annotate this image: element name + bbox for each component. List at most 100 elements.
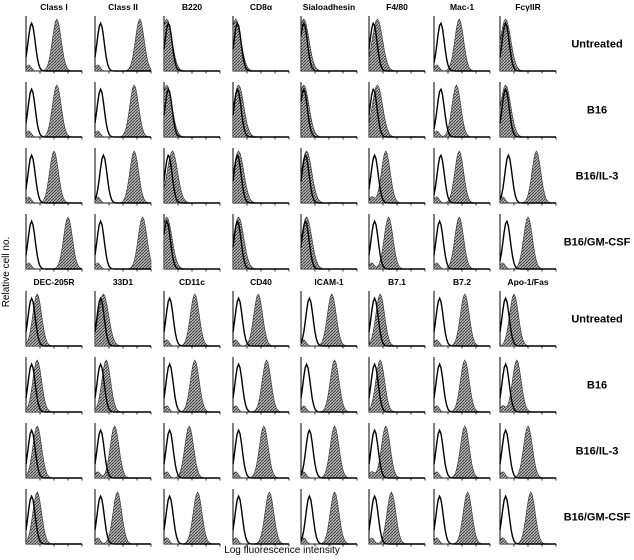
marker-label: B7.1 bbox=[388, 277, 406, 287]
filled-histogram bbox=[300, 491, 357, 545]
histogram-cell bbox=[300, 423, 358, 481]
control-histogram bbox=[300, 296, 357, 347]
histogram-cell bbox=[94, 82, 152, 140]
filled-histogram bbox=[163, 491, 220, 545]
filled-histogram bbox=[433, 359, 490, 413]
panel-top: Class I Class II B220 CD8α Sialoadhesin F4/80… bbox=[25, 2, 631, 272]
control-histogram bbox=[368, 428, 425, 479]
histogram-cell bbox=[433, 489, 491, 547]
filled-histogram bbox=[300, 18, 357, 72]
control-histogram bbox=[368, 296, 425, 347]
panel-bottom: DEC-205R 33D1 CD11c CD40 ICAM-1 B7.1 B7.2 Apo-1… bbox=[25, 277, 631, 547]
control-histogram bbox=[499, 362, 556, 413]
control-histogram bbox=[25, 21, 82, 72]
control-histogram bbox=[300, 494, 357, 545]
histogram-cell bbox=[433, 214, 491, 272]
control-histogram bbox=[499, 153, 556, 204]
histogram-cell bbox=[300, 214, 358, 272]
histogram-cell bbox=[232, 489, 290, 547]
histogram-cell bbox=[368, 291, 426, 349]
marker-label: DEC-205R bbox=[33, 277, 74, 287]
marker-label: B220 bbox=[182, 2, 203, 12]
filled-histogram bbox=[25, 293, 82, 347]
control-histogram bbox=[368, 362, 425, 413]
control-histogram bbox=[232, 428, 289, 479]
filled-histogram bbox=[94, 84, 152, 138]
filled-histogram bbox=[433, 293, 490, 347]
histogram-cell bbox=[232, 16, 290, 74]
marker-label: F4/80 bbox=[386, 2, 408, 12]
control-histogram bbox=[300, 21, 357, 72]
control-histogram bbox=[368, 87, 425, 138]
control-histogram bbox=[368, 153, 425, 204]
histogram-cell bbox=[94, 291, 152, 349]
control-histogram bbox=[433, 428, 490, 479]
condition-label: B16/IL-3 bbox=[576, 446, 619, 458]
filled-histogram bbox=[25, 491, 82, 545]
filled-histogram bbox=[163, 359, 220, 413]
control-histogram bbox=[25, 87, 82, 138]
histogram-cell bbox=[232, 148, 290, 206]
filled-histogram bbox=[300, 84, 357, 138]
filled-histogram bbox=[433, 425, 490, 479]
filled-histogram bbox=[300, 293, 357, 347]
control-histogram bbox=[433, 494, 490, 545]
marker-label: Apo-1/Fas bbox=[507, 277, 548, 287]
histogram-cell bbox=[368, 16, 426, 74]
filled-histogram bbox=[499, 425, 556, 479]
histogram-cell bbox=[368, 148, 426, 206]
histogram-cell bbox=[232, 214, 290, 272]
histogram-cell bbox=[499, 82, 557, 140]
control-histogram bbox=[25, 362, 82, 413]
histogram-cell bbox=[25, 148, 83, 206]
control-histogram bbox=[433, 21, 490, 72]
filled-histogram bbox=[94, 150, 152, 204]
control-histogram bbox=[94, 153, 151, 204]
control-histogram bbox=[163, 153, 220, 204]
histogram-cell bbox=[163, 357, 221, 415]
histogram-cell bbox=[25, 16, 83, 74]
histogram-cell bbox=[94, 423, 152, 481]
marker-label: CD8α bbox=[250, 2, 273, 12]
control-histogram bbox=[433, 219, 490, 270]
histogram-cell bbox=[433, 423, 491, 481]
control-histogram bbox=[433, 87, 490, 138]
histogram-cell bbox=[368, 214, 426, 272]
histogram-cell bbox=[232, 82, 290, 140]
control-histogram bbox=[368, 21, 425, 72]
marker-label: 33D1 bbox=[113, 277, 134, 287]
control-histogram bbox=[163, 428, 220, 479]
control-histogram bbox=[232, 87, 289, 138]
histogram-cell bbox=[433, 82, 491, 140]
control-histogram bbox=[300, 362, 357, 413]
control-histogram bbox=[433, 362, 490, 413]
condition-label: B16/GM-CSF bbox=[564, 512, 631, 524]
filled-histogram bbox=[499, 18, 556, 72]
control-histogram bbox=[25, 153, 82, 204]
histogram-cell bbox=[300, 357, 358, 415]
filled-histogram bbox=[25, 150, 82, 204]
condition-label: B16 bbox=[587, 105, 607, 117]
condition-label: Untreated bbox=[571, 39, 622, 51]
histogram-cell bbox=[300, 148, 358, 206]
filled-histogram bbox=[300, 425, 357, 479]
filled-histogram bbox=[232, 359, 289, 413]
filled-histogram bbox=[163, 293, 220, 347]
filled-histogram bbox=[25, 359, 82, 413]
control-histogram bbox=[499, 296, 556, 347]
condition-label: Untreated bbox=[571, 314, 622, 326]
filled-histogram bbox=[232, 491, 289, 545]
histogram-cell bbox=[368, 357, 426, 415]
filled-histogram bbox=[499, 293, 556, 347]
histogram-cell bbox=[499, 489, 557, 547]
control-histogram bbox=[499, 21, 556, 72]
filled-histogram bbox=[368, 293, 425, 347]
control-histogram bbox=[368, 494, 425, 545]
filled-histogram bbox=[163, 425, 220, 479]
filled-histogram bbox=[94, 293, 151, 347]
y-axis-label: Relative cell no. bbox=[1, 237, 12, 308]
filled-histogram bbox=[94, 359, 151, 413]
control-histogram bbox=[94, 21, 151, 72]
histogram-cell bbox=[94, 148, 152, 206]
